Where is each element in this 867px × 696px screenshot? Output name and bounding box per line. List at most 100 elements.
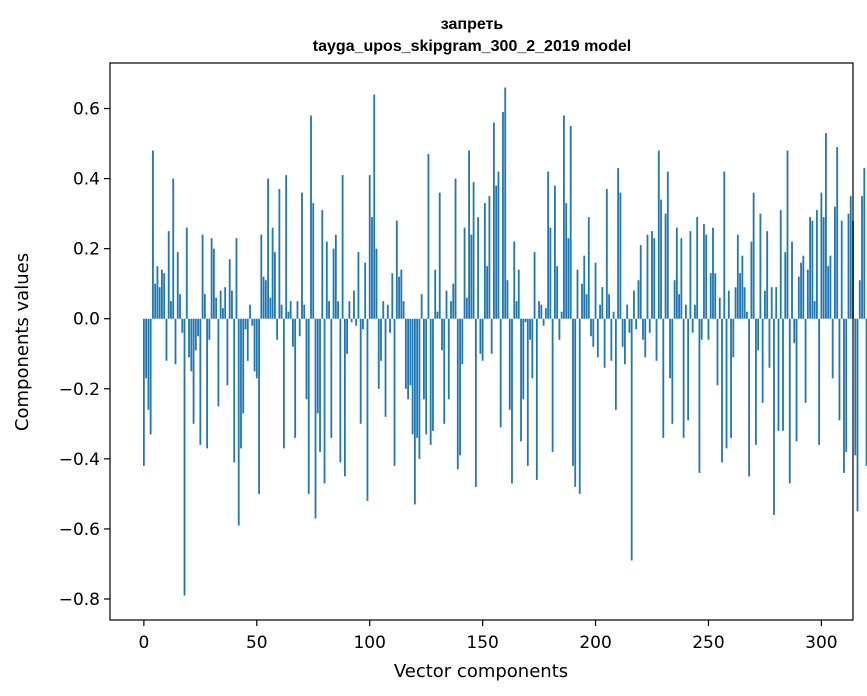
bar (310, 115, 312, 319)
bar (745, 311, 748, 319)
bar (246, 318, 249, 361)
bar (648, 318, 651, 333)
bar (761, 318, 764, 403)
bar (282, 318, 285, 449)
bar (544, 308, 547, 319)
bar (190, 318, 193, 372)
bar (743, 287, 746, 319)
bar (463, 227, 466, 319)
bar (407, 318, 410, 400)
x-tick-label: 150 (466, 633, 498, 653)
bar (142, 318, 145, 466)
bar (759, 213, 762, 319)
bar (447, 318, 450, 400)
bar (703, 224, 705, 319)
bar (777, 318, 780, 431)
bar (691, 318, 694, 333)
bar (348, 301, 351, 319)
bar (542, 318, 545, 326)
y-tick-label: 0.6 (73, 100, 100, 120)
bar (639, 245, 642, 319)
bar (215, 297, 218, 319)
bar (314, 318, 317, 519)
bar (269, 297, 272, 319)
x-tick-label: 50 (246, 633, 268, 653)
bar (459, 318, 461, 456)
bar (477, 217, 480, 319)
y-axis-label: Components values (12, 253, 33, 431)
y-tick-label: −0.2 (59, 380, 100, 400)
bar (633, 290, 635, 319)
bar (332, 248, 335, 319)
bar (664, 213, 667, 319)
bar (240, 318, 242, 449)
bar (262, 276, 265, 319)
bar (429, 318, 432, 445)
x-tick-label: 200 (579, 633, 611, 653)
bar (319, 318, 321, 452)
bar (479, 318, 482, 354)
bar (574, 318, 577, 487)
bar (854, 318, 857, 456)
bar (375, 248, 378, 319)
bar (493, 122, 495, 319)
bar (188, 318, 190, 358)
bar (556, 266, 559, 319)
bar (567, 238, 570, 319)
bar (825, 133, 827, 319)
bar (748, 318, 751, 477)
bar (170, 301, 172, 319)
bar (152, 150, 154, 319)
bar (727, 290, 730, 319)
bar (199, 318, 202, 445)
bar (328, 301, 330, 319)
bar (732, 318, 735, 358)
bar (856, 318, 859, 512)
bar (271, 227, 274, 319)
bar (423, 318, 425, 400)
bar (594, 262, 597, 319)
bar (413, 318, 416, 505)
bar (581, 283, 583, 319)
bar (156, 266, 159, 319)
x-tick-label: 250 (692, 633, 724, 653)
bar (371, 217, 373, 319)
bar (773, 318, 775, 515)
bar (734, 287, 737, 319)
bar (549, 227, 552, 319)
bar (393, 318, 396, 466)
bar (292, 318, 294, 347)
bar (217, 318, 220, 407)
bar (287, 311, 290, 319)
bar (357, 252, 360, 319)
bar (389, 318, 391, 333)
bar (366, 318, 369, 501)
bar (795, 318, 798, 442)
bar (797, 276, 800, 319)
bar (608, 294, 610, 319)
bar (472, 182, 475, 319)
bar (804, 318, 807, 403)
bar (818, 318, 821, 445)
bar (736, 234, 739, 319)
bar (806, 269, 809, 319)
bar (614, 318, 617, 410)
bar (513, 241, 516, 319)
bar (301, 192, 303, 319)
bar (404, 318, 407, 389)
bar (563, 115, 565, 319)
bar (678, 294, 681, 319)
bar (438, 192, 441, 319)
bar (210, 238, 213, 319)
bar (526, 318, 529, 466)
bar (569, 126, 572, 319)
bar (267, 178, 269, 319)
bar (517, 269, 520, 319)
bar (560, 311, 563, 319)
bar (718, 297, 721, 319)
bar (233, 318, 236, 463)
chart-subtitle: tayga_upos_skipgram_300_2_2019 model (313, 38, 631, 55)
bar (628, 318, 631, 333)
bar (260, 234, 263, 319)
bar (495, 185, 498, 319)
